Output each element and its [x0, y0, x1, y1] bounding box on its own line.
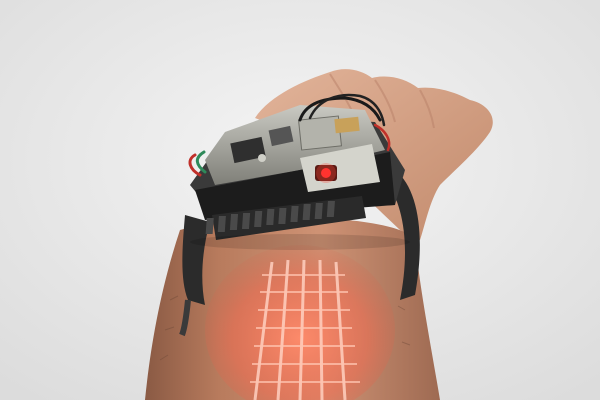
projector-device — [190, 105, 405, 240]
wrist-strap — [179, 170, 420, 337]
wires — [188, 93, 391, 177]
device-shadow — [190, 234, 410, 250]
red-led-indicator — [321, 168, 331, 178]
emitter-strip — [205, 196, 366, 240]
projected-grid — [205, 245, 395, 400]
